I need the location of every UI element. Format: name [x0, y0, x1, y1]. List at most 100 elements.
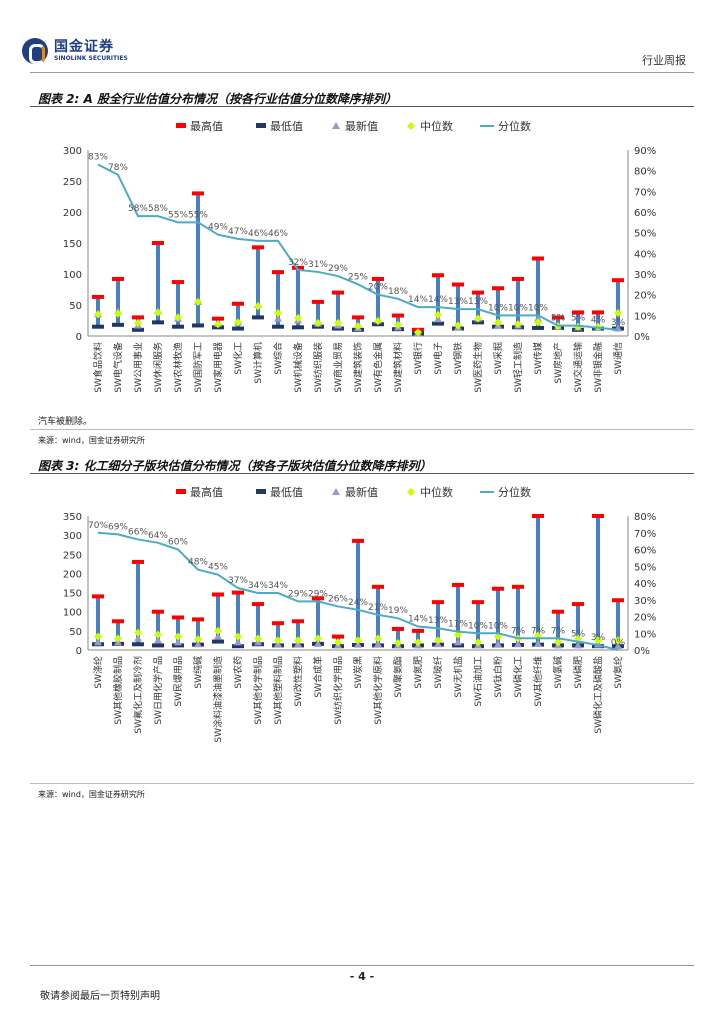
max-marker: [532, 514, 544, 518]
percentile-label: 25%: [348, 272, 368, 282]
median-marker: [134, 318, 142, 327]
median-marker: [294, 314, 302, 323]
median-marker: [414, 638, 422, 647]
median-marker: [314, 318, 322, 327]
header-divider: [30, 72, 694, 73]
figure3-title: 图表 3: 化工细分子版块估值分布情况（按各子版块估值分位数降序排列）: [38, 459, 432, 473]
min-marker: [232, 326, 244, 331]
median-marker: [274, 309, 282, 318]
legend-min-marker: [256, 489, 266, 494]
max-marker: [432, 600, 444, 605]
median-marker: [254, 302, 262, 311]
percentile-label: 11%: [448, 620, 468, 630]
figure3-source: 来源：wind，国金证券研究所: [38, 790, 145, 799]
percentile-label: 21%: [368, 603, 388, 613]
max-marker: [172, 280, 184, 285]
category-label: SW其他化学制品: [252, 656, 264, 725]
median-marker: [114, 309, 122, 318]
range-bar: [456, 584, 460, 646]
range-bar: [296, 621, 300, 646]
median-marker: [334, 638, 342, 647]
category-label: SW商业贸易: [332, 342, 344, 393]
max-marker: [192, 191, 204, 196]
median-marker: [494, 632, 502, 641]
range-bar: [296, 267, 300, 328]
category-label: SW钛白粉: [492, 656, 504, 698]
percentile-label: 29%: [308, 589, 328, 599]
legend-label: 分位数: [498, 485, 531, 499]
y2-tick-label: 20%: [634, 291, 656, 302]
category-label: SW玻纤: [432, 656, 444, 689]
range-bar: [496, 288, 500, 327]
latest-marker: [514, 640, 522, 648]
percentile-label: 4%: [591, 316, 606, 326]
percentile-label: 64%: [148, 531, 168, 541]
median-marker: [134, 628, 142, 637]
max-marker: [372, 584, 384, 589]
range-bar: [176, 282, 180, 327]
category-label: SW其他塑料制品: [272, 656, 284, 725]
logo-en-text: SINOLINK SECURITIES: [54, 54, 128, 62]
y2-tick-label: 30%: [634, 596, 656, 607]
max-marker: [232, 590, 244, 595]
max-marker: [212, 592, 224, 597]
range-bar: [396, 628, 400, 647]
category-label: SW氨纶: [612, 656, 624, 689]
category-label: SW纯碱: [192, 656, 204, 689]
category-label: SW医药生物: [472, 342, 484, 393]
category-label: SW合成革: [312, 656, 324, 698]
max-marker: [372, 276, 384, 281]
percentile-label: 14%: [408, 295, 428, 305]
range-bar: [476, 292, 480, 323]
percentile-label: 5%: [571, 314, 586, 324]
category-label: SW其他化学原料: [372, 656, 384, 725]
category-label: SW建筑装饰: [352, 342, 364, 393]
category-label: SW氮肥: [412, 656, 424, 689]
category-label: SW聚氨酯: [392, 656, 404, 698]
range-bar: [116, 278, 120, 325]
percentile-label: 37%: [228, 576, 248, 586]
min-marker: [452, 643, 464, 648]
range-bar: [576, 312, 580, 330]
range-bar: [96, 596, 100, 645]
median-marker: [614, 636, 622, 645]
range-bar: [256, 247, 260, 318]
range-bar: [516, 278, 520, 328]
max-marker: [412, 628, 424, 633]
category-label: SW日用化学产品: [152, 656, 164, 725]
y-tick-label: 200: [63, 569, 82, 580]
category-label: SW综合: [272, 342, 284, 375]
range-bar: [416, 630, 420, 646]
percentile-label: 14%: [408, 615, 428, 625]
median-marker: [394, 320, 402, 329]
percentile-label: 29%: [288, 589, 308, 599]
source1-rule: [30, 429, 694, 430]
median-marker: [294, 636, 302, 645]
min-marker: [292, 325, 304, 330]
median-marker: [594, 322, 602, 331]
brand-logo: 国金证券 SINOLINK SECURITIES: [22, 38, 128, 64]
median-marker: [474, 638, 482, 647]
category-label: SW电气设备: [112, 342, 124, 393]
median-marker: [234, 318, 242, 327]
percentile-label: 46%: [268, 229, 288, 239]
legend-label: 最新值: [345, 119, 378, 133]
median-marker: [274, 636, 282, 645]
legend-label: 最低值: [270, 486, 303, 499]
category-label: SW无机盐: [452, 656, 464, 698]
category-label: SW传媒: [532, 342, 544, 375]
median-marker: [234, 632, 242, 641]
y2-tick-label: 0%: [634, 646, 650, 657]
y2-tick-label: 80%: [634, 512, 656, 523]
median-marker: [414, 328, 422, 337]
percentile-label: 10%: [468, 621, 488, 631]
min-marker: [92, 324, 104, 329]
y2-tick-label: 70%: [634, 529, 656, 540]
figure3-title-rule: [30, 473, 694, 474]
latest-marker: [574, 641, 582, 649]
max-marker: [452, 582, 464, 587]
legend-median-marker: [407, 122, 415, 130]
category-label: SW非银金融: [592, 342, 604, 393]
percentile-line: [97, 531, 619, 651]
legend-median-marker: [407, 488, 415, 496]
